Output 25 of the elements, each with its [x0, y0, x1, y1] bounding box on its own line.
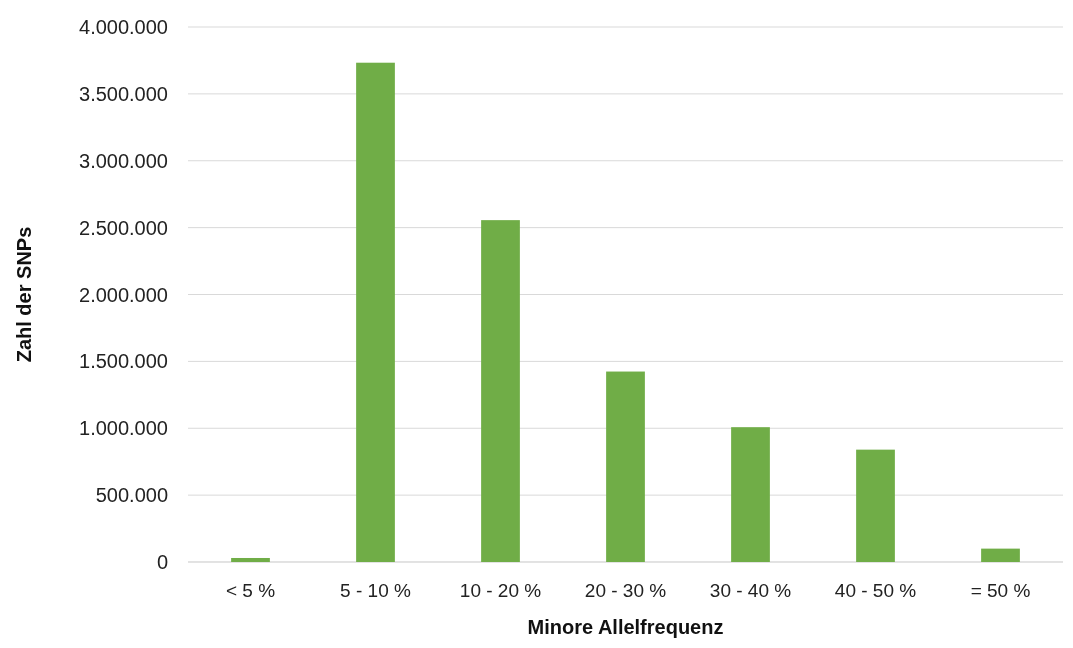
bar: [856, 449, 895, 562]
y-tick-label: 500.000: [95, 484, 168, 507]
x-tick-label: 10 - 20 %: [459, 580, 542, 601]
y-tick-label: 3.000.000: [79, 149, 168, 172]
x-tick-label: 20 - 30 %: [584, 580, 667, 601]
y-tick-label: 2.000.000: [79, 283, 168, 306]
x-tick-label: < 5 %: [225, 580, 276, 601]
bar: [981, 548, 1020, 562]
x-tick-label: 5 - 10 %: [340, 580, 411, 601]
y-tick-label: 3.500.000: [79, 82, 168, 105]
y-tick-label: 0: [156, 551, 168, 573]
y-tick-label: 2.500.000: [79, 216, 168, 239]
x-axis-title: Minore Allelfrequenz: [527, 616, 724, 638]
y-tick-label: 4.000.000: [79, 16, 168, 38]
bar: [606, 371, 645, 562]
x-tick-label: 30 - 40 %: [709, 580, 792, 601]
y-tick-label: 1.500.000: [79, 350, 168, 373]
bar: [731, 427, 770, 562]
x-tick-label: 40 - 50 %: [834, 580, 917, 601]
y-axis-title: Zahl der SNPs: [13, 226, 35, 363]
bar: [481, 220, 520, 562]
bar: [356, 62, 395, 562]
y-tick-label: 1.000.000: [79, 417, 168, 440]
bar: [231, 557, 270, 562]
x-tick-label: = 50 %: [970, 580, 1031, 601]
